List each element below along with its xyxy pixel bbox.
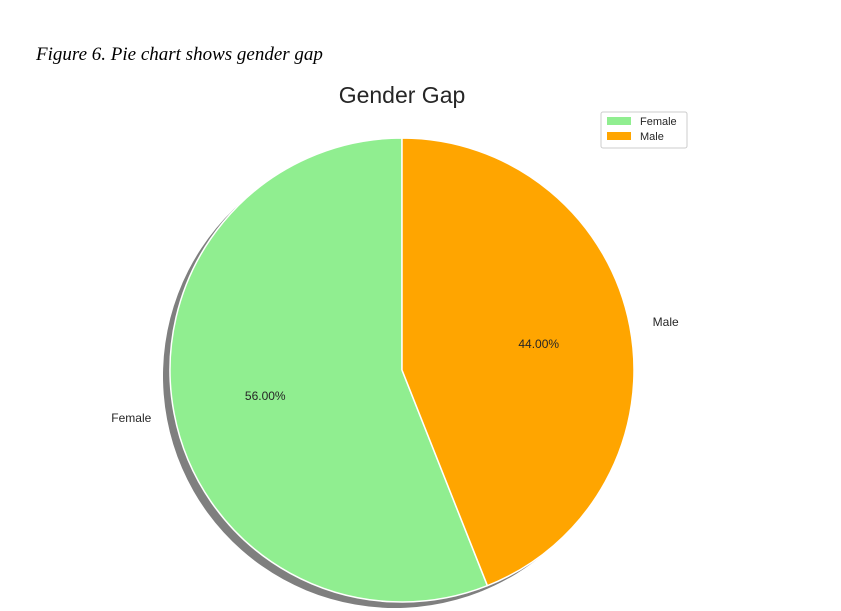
legend-swatch-male xyxy=(607,132,631,140)
chart-title: Gender Gap xyxy=(339,82,466,108)
pie-labels: Female 56.00% Male 44.00% xyxy=(111,315,679,425)
slice-percent-female: 56.00% xyxy=(245,389,286,403)
pie-slices xyxy=(169,137,635,603)
slice-label-male: Male xyxy=(653,315,679,329)
legend-label-female: Female xyxy=(640,116,677,128)
chart-legend: Female Male xyxy=(600,111,688,149)
pie-slice-male xyxy=(401,137,635,587)
slice-percent-male: 44.00% xyxy=(518,337,559,351)
legend-swatch-female xyxy=(607,117,631,125)
figure-caption: Figure 6. Pie chart shows gender gap xyxy=(36,44,323,65)
slice-label-female: Female xyxy=(111,411,151,425)
legend-label-male: Male xyxy=(640,131,664,143)
pie-slice-female xyxy=(169,137,489,603)
